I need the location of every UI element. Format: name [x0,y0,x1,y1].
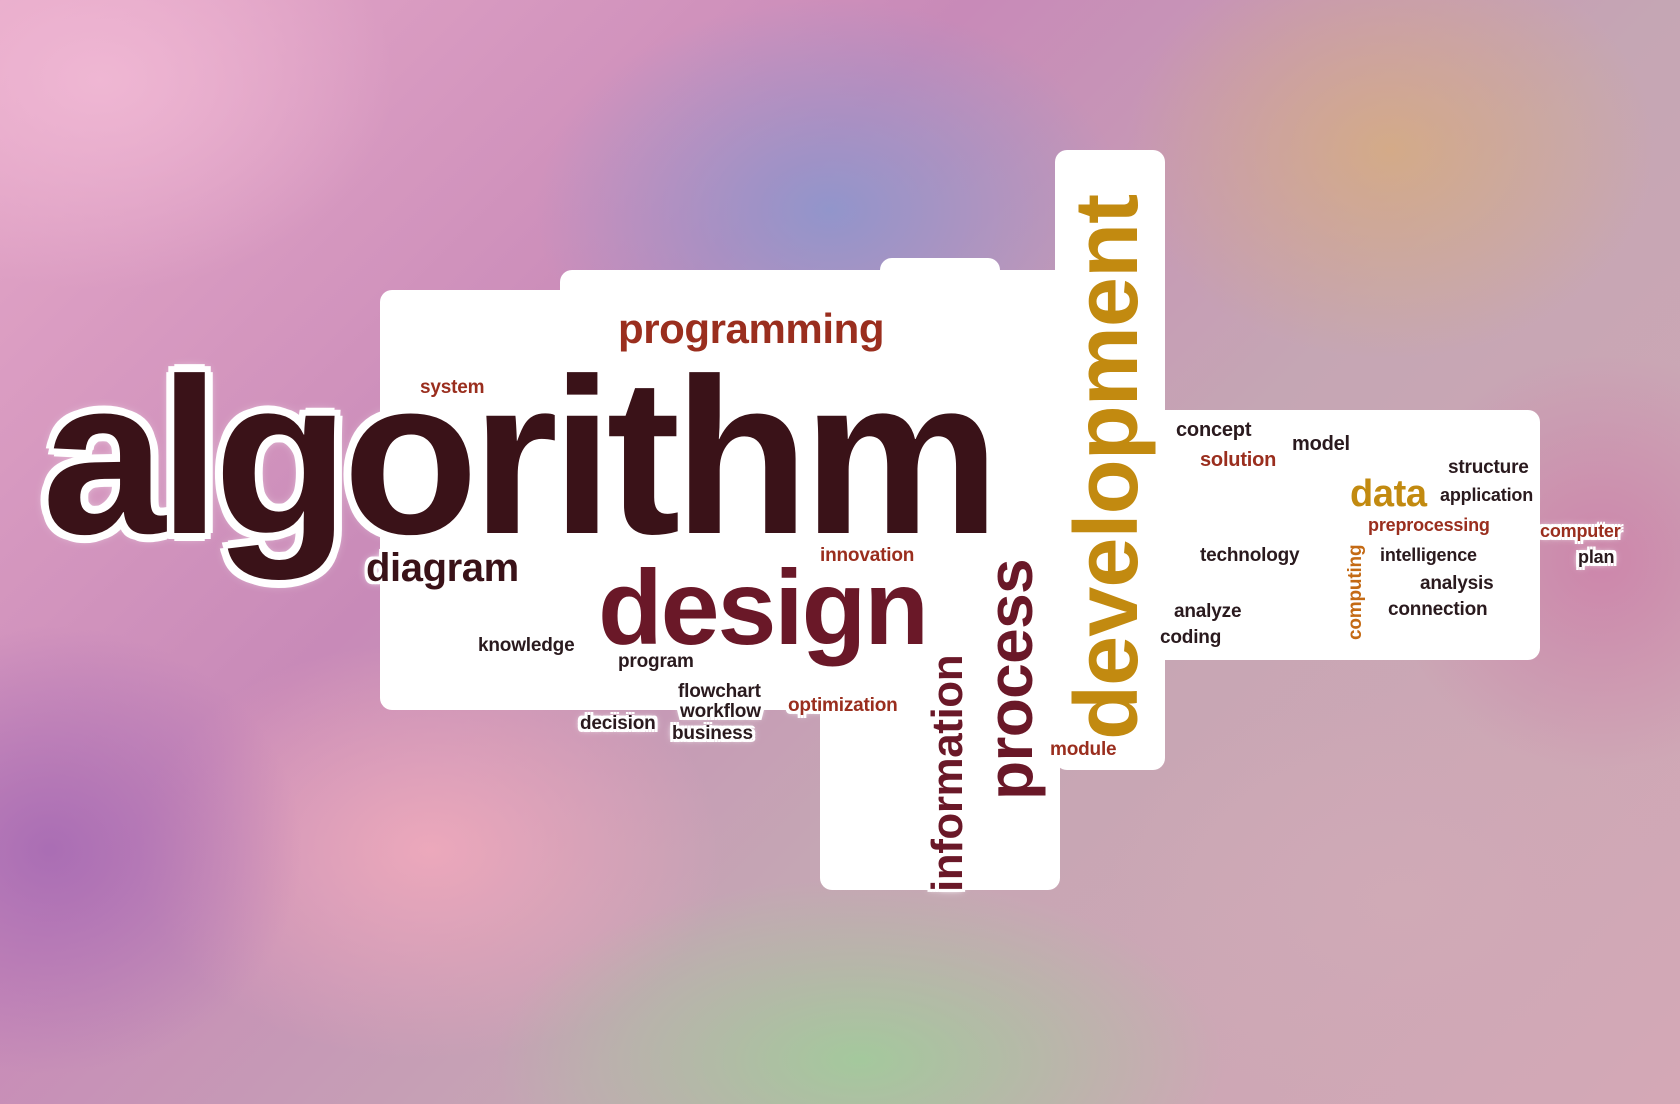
word-intelligence: intelligence [1380,545,1477,565]
cloud-backing-top [880,258,1000,398]
word-technology: technology [1200,545,1300,566]
word-computer: computer [1540,521,1621,541]
word-concept: concept [1176,419,1252,441]
word-system: system [420,377,485,398]
word-workflow: workflow [680,701,761,722]
word-module: module [1050,739,1117,760]
word-model: model [1292,433,1350,455]
word-application: application [1440,485,1534,505]
word-business: business [672,723,753,744]
word-computing: computing [1345,544,1366,640]
word-plan: plan [1578,547,1615,567]
word-structure: structure [1448,457,1529,478]
word-programming: programming [618,305,885,352]
word-flowchart: flowchart [678,681,761,702]
word-process: process [974,559,1046,800]
cloud-backing-tower [1055,150,1165,770]
word-information: information [923,654,972,892]
word-analyze: analyze [1174,601,1242,622]
word-optimization: optimization [788,695,898,716]
word-development: development [1057,194,1157,740]
word-analysis: analysis [1420,573,1494,594]
cloud-backing-lower [820,640,1060,890]
word-program: program [618,651,694,672]
word-decision: decision [580,713,656,734]
word-diagram: diagram [366,546,519,590]
word-data: data [1350,473,1427,515]
word-coding: coding [1160,627,1222,648]
word-knowledge: knowledge [478,635,575,656]
word-preprocessing: preprocessing [1368,515,1490,535]
word-innovation: innovation [820,545,915,566]
word-connection: connection [1388,599,1488,620]
word-design: design [598,549,929,667]
word-algorithm: algorithm [42,333,1000,581]
word-solution: solution [1200,449,1277,471]
